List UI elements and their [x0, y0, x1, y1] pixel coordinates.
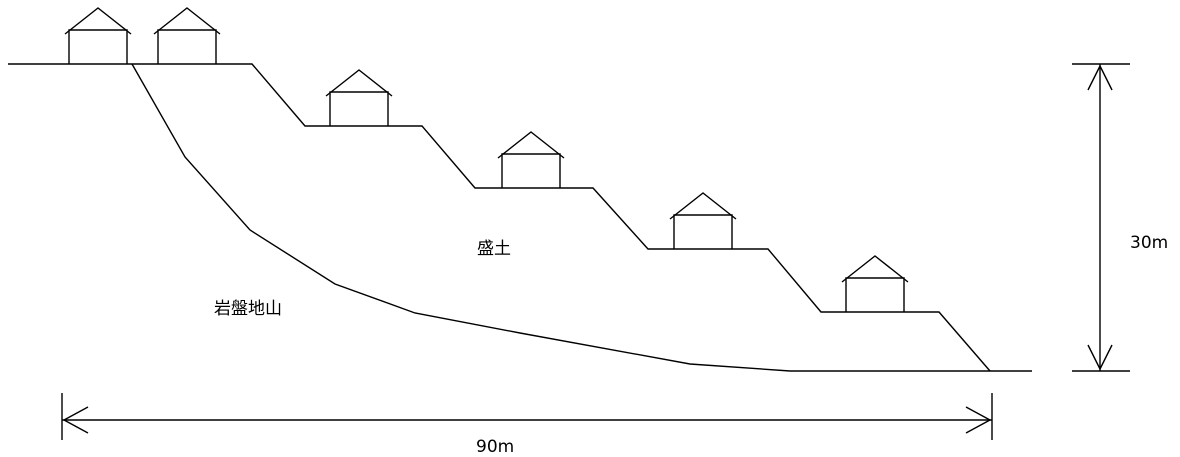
- height-dimension: [1072, 63, 1130, 372]
- bedrock-boundary-curve: [131, 63, 990, 372]
- width-label: 90m: [476, 437, 514, 457]
- fill-label: 盛土: [477, 239, 511, 259]
- house-icon: [669, 192, 737, 249]
- height-label: 30m: [1130, 233, 1168, 253]
- houses-group: [64, 7, 909, 312]
- house-icon: [325, 69, 393, 126]
- fill-slope-terraces: [132, 63, 991, 372]
- house-icon: [841, 255, 909, 312]
- house-icon: [64, 7, 132, 64]
- bedrock-label: 岩盤地山: [214, 299, 282, 319]
- width-dimension: [61, 393, 993, 440]
- house-icon: [153, 7, 221, 64]
- house-icon: [497, 131, 565, 188]
